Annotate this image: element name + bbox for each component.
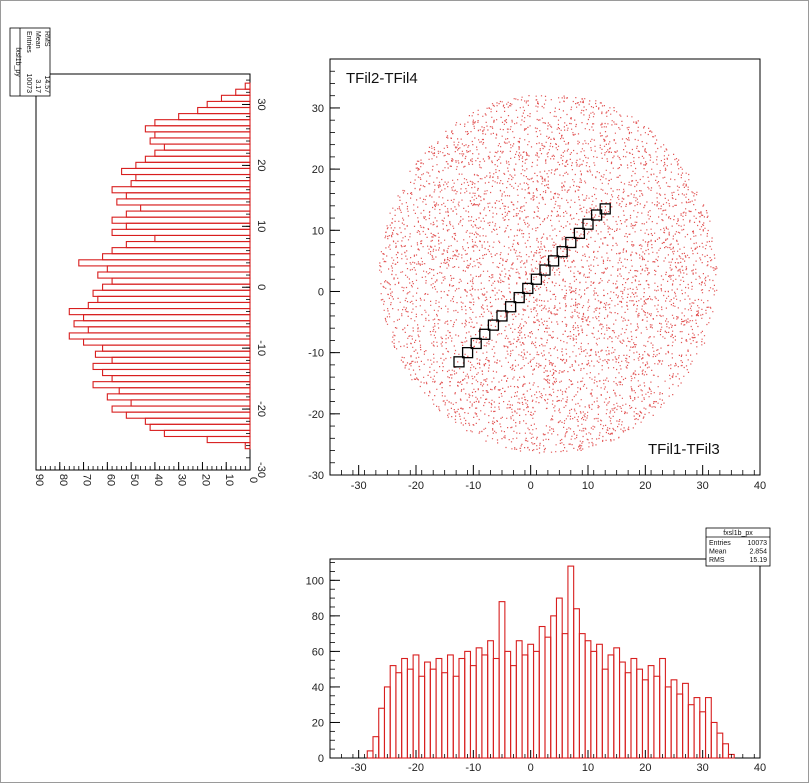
highlight-box — [582, 218, 594, 230]
stats-label: Entries — [709, 540, 731, 547]
histogram-bin — [722, 743, 730, 759]
histogram-bin — [244, 82, 251, 90]
x-tick-label: 0 — [528, 480, 534, 492]
projection-x-axes: -30 -20 -10 0 10 20 30 40 0 20 40 60 80 100 — [306, 562, 766, 774]
y-tick-label: -10 — [308, 348, 324, 360]
projection-y-axes: -30 -20 -10 0 10 20 30 0 10 20 30 40 50 60 70 80 90 — [33, 79, 267, 486]
y-tick-label: -30 — [308, 470, 324, 482]
y-tick-label: 30 — [312, 103, 324, 115]
stats-box-group: fxsl1b_py Entries 10073 Mean 3.17 RMS 14.57 — [9, 27, 51, 97]
projection-y-panel: -30 -20 -10 0 10 20 30 0 10 20 30 40 50 60 70 80 90 fxsl… — [9, 27, 267, 486]
x-tick-label: 10 — [582, 480, 594, 492]
stats-value: 15.19 — [749, 557, 767, 564]
y-tick-label: 60 — [312, 646, 324, 658]
stats-box-title: fxsl1b_px — [723, 530, 753, 537]
bin-tick-label: 10 — [255, 220, 267, 232]
bin-tick-label: 30 — [255, 98, 267, 110]
highlight-box — [556, 246, 568, 258]
value-tick-label: 60 — [104, 474, 116, 486]
bin-tick-label: -20 — [255, 401, 267, 417]
highlight-box — [453, 356, 465, 368]
y-tick-label: 20 — [312, 164, 324, 176]
value-tick-label: 80 — [57, 474, 69, 486]
value-tick-label: 70 — [81, 474, 93, 486]
highlight-box — [496, 310, 508, 322]
highlight-box — [461, 346, 474, 359]
value-tick-label: 20 — [199, 474, 211, 486]
x-tick-label: 20 — [639, 480, 651, 492]
bin-tick-label: -10 — [255, 340, 267, 356]
value-tick-label: 90 — [33, 474, 45, 486]
highlight-box — [487, 319, 500, 331]
y-tick-label: -20 — [308, 409, 324, 421]
stats-box-frame — [9, 27, 51, 97]
y-tick-label: 0 — [318, 753, 324, 765]
x-tick-label: 10 — [582, 762, 594, 774]
stats-value: 10073 — [748, 540, 768, 547]
y-tick-label: 80 — [312, 611, 324, 623]
x-tick-label: -30 — [351, 480, 367, 492]
projection-x-panel: -30 -20 -10 0 10 20 30 40 0 20 40 60 80 100 fxsl1b_px… — [306, 527, 771, 774]
x-tick-label: -10 — [465, 762, 481, 774]
scatter-xlabel: TFil1-TFil3 — [648, 441, 720, 458]
projection-x-stats-box: fxsl1b_px Entries 10073 Mean 2.854 RMS 15.19 — [705, 527, 771, 567]
stats-label: RMS — [43, 31, 50, 47]
value-tick-label: 10 — [223, 474, 235, 486]
y-tick-label: 0 — [318, 286, 324, 298]
highlight-box — [539, 264, 551, 276]
value-tick-label: 40 — [152, 474, 164, 486]
stats-label: Mean — [34, 31, 41, 49]
value-tick-label: 50 — [128, 474, 140, 486]
highlight-box — [590, 209, 603, 221]
highlight-box — [573, 227, 586, 240]
highlight-box — [479, 328, 491, 340]
stats-value: 10073 — [25, 74, 32, 94]
stats-value: 14.57 — [43, 75, 50, 93]
y-tick-label: 100 — [306, 575, 324, 587]
y-tick-label: 10 — [312, 225, 324, 237]
scatter-ylabel: TFil2-TFil4 — [346, 70, 418, 87]
x-tick-label: 40 — [754, 762, 766, 774]
x-tick-label: 0 — [528, 762, 534, 774]
y-tick-label: 20 — [312, 717, 324, 729]
scatter-panel: -30 -20 -10 0 10 20 30 40 -30 -20 -10 0 10 20 30 TFil2… — [308, 58, 766, 492]
highlight-box — [470, 337, 482, 350]
x-tick-label: -10 — [465, 480, 481, 492]
y-tick-label: 40 — [312, 682, 324, 694]
x-tick-label: 20 — [639, 762, 651, 774]
stats-value: 2.854 — [749, 549, 767, 556]
stats-box-frame — [705, 527, 771, 567]
projection-y-stats-box: fxsl1b_py Entries 10073 Mean 3.17 RMS 14.57 — [9, 27, 51, 97]
stats-label: RMS — [709, 557, 725, 564]
highlight-box — [565, 236, 577, 249]
bin-tick-label: 20 — [255, 159, 267, 171]
value-tick-label: 0 — [247, 477, 259, 483]
x-tick-label: -30 — [351, 762, 367, 774]
stats-label: Entries — [25, 31, 32, 53]
highlight-box — [504, 301, 517, 313]
x-tick-label: -20 — [408, 762, 424, 774]
x-tick-label: 30 — [697, 480, 709, 492]
stats-label: Mean — [709, 549, 727, 556]
highlight-box — [547, 255, 560, 267]
highlight-box — [513, 291, 525, 304]
scatter-axes: -30 -20 -10 0 10 20 30 40 -30 -20 -10 0 10 20 30 — [308, 58, 766, 492]
bin-tick-label: 0 — [255, 284, 267, 290]
value-tick-label: 30 — [176, 474, 188, 486]
x-tick-label: 30 — [697, 762, 709, 774]
highlight-box — [522, 282, 534, 295]
x-tick-label: -20 — [408, 480, 424, 492]
stats-box-title: fxsl1b_py — [14, 47, 21, 77]
highlight-box — [599, 203, 611, 215]
stats-value: 3.17 — [34, 79, 41, 93]
highlight-box — [530, 273, 543, 285]
scatter-highlight-boxes — [453, 203, 611, 368]
bin-tick-label: -30 — [255, 462, 267, 478]
x-tick-label: 40 — [754, 480, 766, 492]
